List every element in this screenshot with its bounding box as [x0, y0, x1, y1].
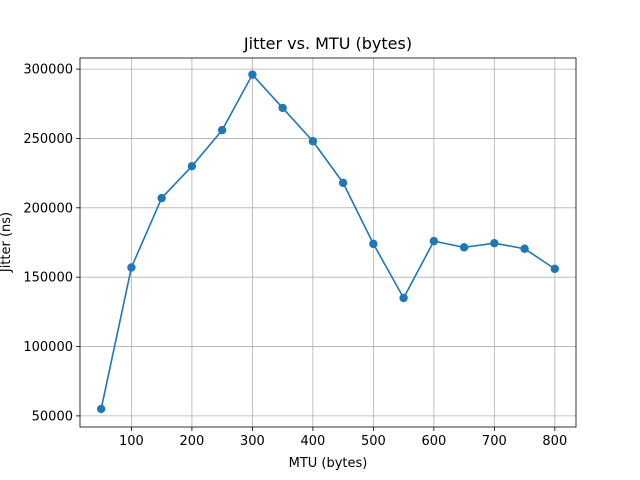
x-tick-label: 400: [300, 434, 325, 449]
y-tick-label: 300000: [23, 63, 73, 78]
chart-title: Jitter vs. MTU (bytes): [243, 34, 412, 53]
x-tick-label: 300: [240, 434, 265, 449]
x-axis-label: MTU (bytes): [289, 456, 368, 471]
x-tick-label: 100: [119, 434, 144, 449]
data-point: [399, 293, 408, 303]
x-tick-label: 600: [421, 434, 446, 449]
data-point: [459, 243, 469, 252]
data-point: [338, 178, 348, 188]
y-axis-label: Jitter (ns): [0, 212, 14, 273]
x-tick-label: 200: [179, 434, 204, 449]
data-point: [520, 244, 529, 253]
data-point: [157, 193, 166, 203]
x-tick-label: 500: [361, 434, 386, 449]
series-line: [100, 73, 556, 410]
y-tick-label: 250000: [23, 132, 73, 147]
axis-ticks: 100 200 300 400 500 600 700 800 50000 100000 15000…: [23, 63, 567, 449]
data-point: [217, 125, 227, 135]
data-point: [490, 238, 499, 248]
y-tick-label: 50000: [32, 409, 73, 424]
x-tick-label: 700: [482, 434, 507, 449]
y-tick-label: 100000: [23, 340, 73, 355]
data-point: [429, 236, 439, 246]
y-tick-label: 200000: [23, 201, 73, 216]
data-point: [278, 103, 287, 113]
data-point: [127, 263, 136, 272]
y-tick-label: 150000: [23, 271, 73, 286]
plot-area-frame: [79, 57, 577, 428]
data-point: [550, 264, 560, 274]
data-point: [248, 70, 257, 79]
series: [96, 70, 560, 414]
x-tick-label: 800: [542, 434, 567, 449]
data-point: [369, 239, 378, 249]
data-point: [308, 137, 318, 146]
data-point: [187, 162, 197, 171]
data-point: [96, 404, 106, 414]
